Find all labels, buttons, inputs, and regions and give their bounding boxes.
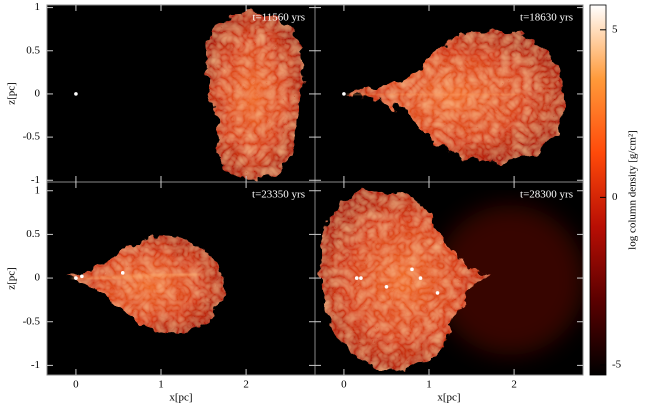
time-annotation: t=11560 yrs: [252, 12, 305, 24]
star: [74, 276, 78, 280]
colorbar-tick-label: -5: [612, 358, 622, 370]
colorbar: [589, 4, 607, 376]
y-tick-label: 0: [35, 87, 41, 99]
star: [120, 271, 125, 275]
x-tick-label: 2: [243, 379, 249, 391]
y-tick-label: 1: [35, 184, 41, 196]
x-tick-label: 1: [426, 379, 432, 391]
star: [384, 284, 389, 289]
colorbar-tick-label: 5: [612, 23, 618, 35]
y-tick-label: -1: [31, 359, 40, 371]
star: [354, 276, 359, 280]
gas-cloud: [204, 13, 302, 179]
x-tick-label: 1: [158, 379, 164, 391]
time-annotation: t=18630 yrs: [520, 12, 573, 24]
y-tick-label: 0.5: [26, 228, 40, 240]
colorbar-label: log column density [g/cm²]: [627, 130, 639, 250]
star: [342, 92, 346, 96]
x-tick-label: 0: [73, 379, 79, 391]
y-tick-label: 0.5: [26, 44, 40, 56]
x-tick-label: 2: [511, 379, 517, 391]
gas-cloud: [70, 235, 226, 336]
star: [80, 274, 84, 279]
y-tick-label: -0.5: [23, 131, 41, 143]
y-tick-label: 1: [35, 1, 41, 13]
star: [359, 276, 363, 280]
y-tick-label: -1: [31, 174, 40, 186]
time-annotation: t=28300 yrs: [520, 189, 573, 201]
x-tick-label: 0: [341, 379, 347, 391]
colorbar-tick-label: 0: [612, 191, 618, 203]
y-axis-label: z[pc]: [6, 82, 18, 105]
star: [435, 291, 440, 295]
gas-cloud: [317, 189, 583, 371]
y-tick-label: 0: [35, 272, 41, 284]
star: [418, 276, 423, 280]
y-tick-label: -0.5: [23, 315, 41, 327]
time-annotation: t=23350 yrs: [252, 189, 305, 201]
star: [74, 92, 78, 96]
y-axis-label: z[pc]: [6, 267, 18, 290]
star: [410, 267, 414, 272]
x-axis-label: x[pc]: [169, 392, 192, 404]
gas-cloud: [345, 30, 565, 162]
x-axis-label: x[pc]: [437, 392, 460, 404]
